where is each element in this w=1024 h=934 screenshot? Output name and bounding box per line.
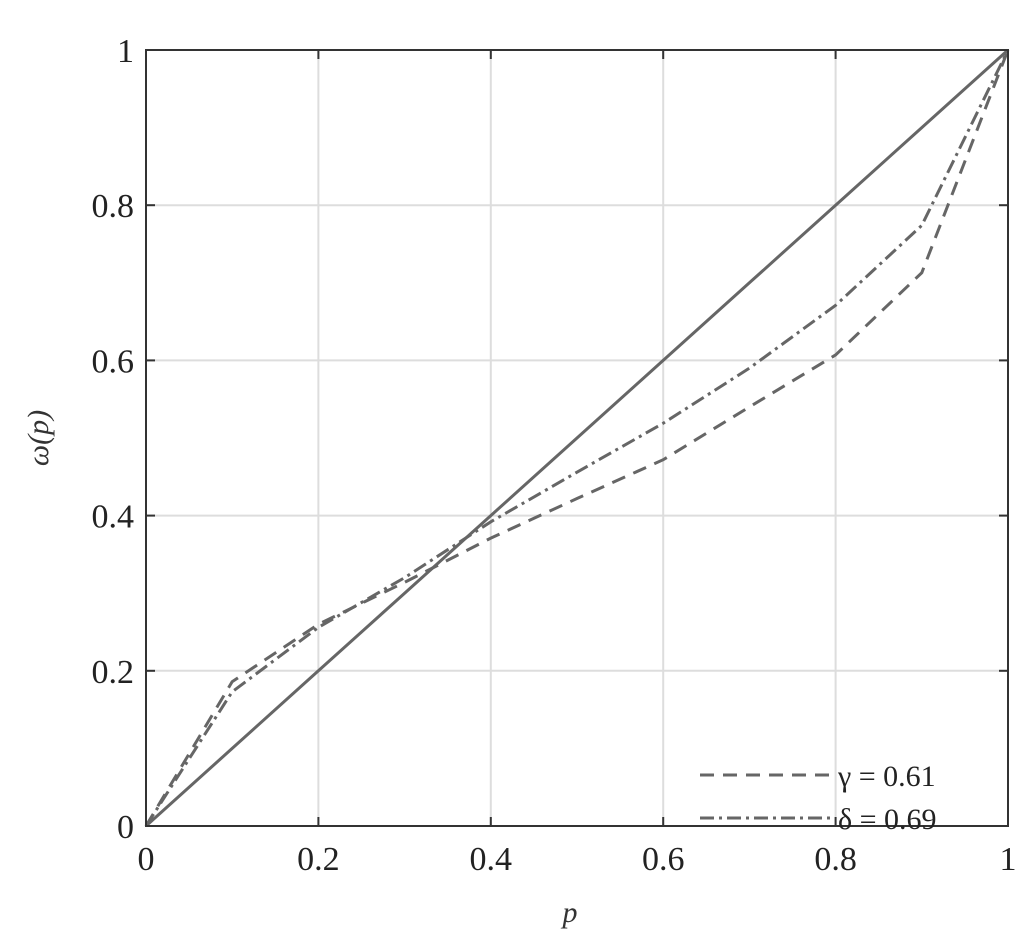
x-tick-label: 0.2: [297, 841, 340, 878]
x-tick-label: 0.4: [470, 841, 513, 878]
y-tick-label: 0.2: [92, 654, 135, 691]
plot-frame: [145, 49, 1009, 827]
x-tick-label: 0: [138, 841, 155, 878]
x-tick-label: 0.8: [814, 841, 857, 878]
y-tick-label: 0.6: [92, 343, 135, 380]
x-tick-label: 1: [1000, 841, 1017, 878]
legend-label-delta: δ = 0.69: [838, 803, 937, 836]
series-line-dashed: [144, 49, 1010, 827]
legend: γ = 0.61 δ = 0.69: [700, 760, 937, 836]
series-line-dashdot: [144, 49, 1010, 827]
legend-label-gamma: γ = 0.61: [837, 760, 936, 793]
y-tick-label: 0.8: [92, 188, 135, 225]
x-axis-label: p: [561, 896, 578, 929]
x-tick-label: 0.6: [642, 841, 685, 878]
y-tick-label: 0.4: [92, 499, 135, 536]
y-tick-label: 1: [117, 33, 134, 70]
series-line-solid: [144, 48, 1010, 828]
ticks: 0 0.2 0.4 0.6 0.8 1 0 0.2 0.4 0.6 0.8 1: [92, 33, 1017, 878]
y-tick-label: 0: [117, 809, 134, 846]
series-lines: [144, 48, 1010, 828]
y-axis-label: ω(p): [22, 410, 55, 466]
